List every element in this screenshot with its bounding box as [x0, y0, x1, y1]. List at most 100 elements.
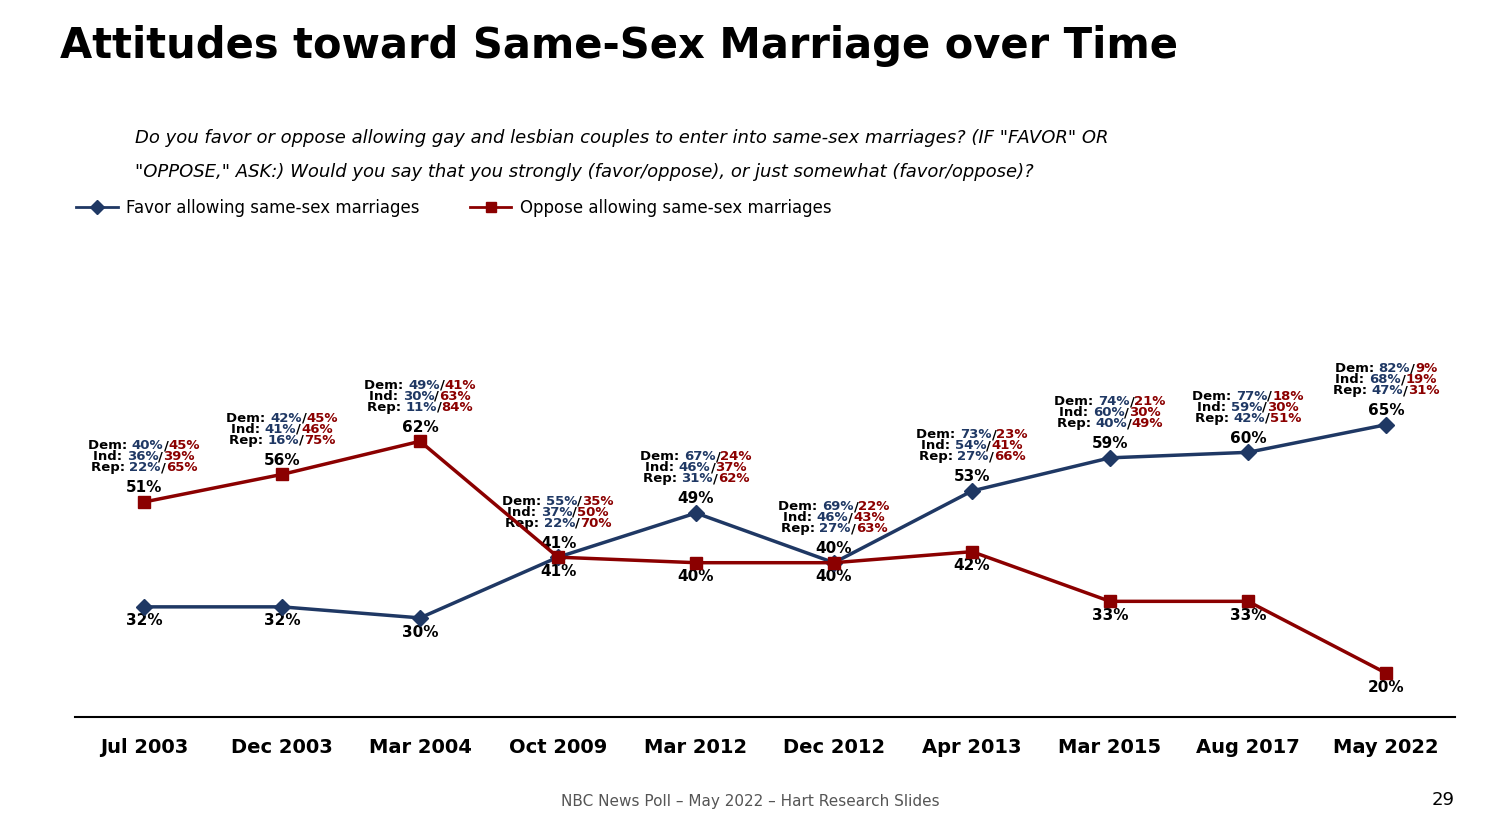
Text: /: /: [298, 434, 304, 447]
Text: 40%: 40%: [132, 440, 164, 452]
Text: Rep:: Rep:: [918, 450, 957, 464]
Text: Dem:: Dem:: [503, 495, 546, 508]
Text: 49%: 49%: [408, 379, 440, 392]
Text: Dem:: Dem:: [1054, 395, 1098, 408]
Text: 40%: 40%: [678, 570, 714, 585]
Text: /: /: [1268, 389, 1272, 403]
Text: 41%: 41%: [444, 379, 476, 392]
Text: Rep:: Rep:: [366, 400, 405, 414]
Text: Dem:: Dem:: [226, 412, 270, 425]
Text: 30%: 30%: [1268, 400, 1299, 414]
Text: 43%: 43%: [853, 511, 885, 524]
Text: 65%: 65%: [165, 461, 198, 475]
Text: 18%: 18%: [1272, 389, 1304, 403]
Text: 35%: 35%: [582, 495, 614, 508]
Text: 31%: 31%: [681, 472, 712, 485]
Text: /: /: [1126, 417, 1132, 430]
Text: /: /: [435, 389, 439, 403]
Text: 54%: 54%: [956, 440, 987, 452]
Text: /: /: [302, 412, 306, 425]
Text: Ind:: Ind:: [1335, 373, 1370, 386]
Text: 40%: 40%: [816, 570, 852, 585]
Text: Dem:: Dem:: [1192, 389, 1236, 403]
Text: 42%: 42%: [1233, 412, 1264, 425]
Text: Rep:: Rep:: [642, 472, 681, 485]
Text: 56%: 56%: [264, 453, 300, 468]
Text: Dem:: Dem:: [364, 379, 408, 392]
Text: Ind:: Ind:: [1059, 406, 1094, 420]
Text: 46%: 46%: [818, 511, 849, 524]
Text: 49%: 49%: [678, 491, 714, 506]
Text: 27%: 27%: [819, 522, 850, 535]
Text: /: /: [440, 379, 444, 392]
Text: /: /: [1125, 406, 1130, 420]
Text: 37%: 37%: [542, 505, 573, 519]
Text: /: /: [1263, 400, 1268, 414]
Text: 41%: 41%: [992, 440, 1023, 452]
Text: 41%: 41%: [540, 535, 576, 550]
Text: 30%: 30%: [1130, 406, 1161, 420]
Text: 73%: 73%: [960, 429, 992, 441]
Text: 55%: 55%: [546, 495, 578, 508]
Text: 31%: 31%: [1408, 384, 1440, 397]
Text: 22%: 22%: [129, 461, 160, 475]
Text: /: /: [1264, 412, 1270, 425]
Text: 32%: 32%: [126, 614, 162, 629]
Text: Do you favor or oppose allowing gay and lesbian couples to enter into same-sex m: Do you favor or oppose allowing gay and …: [135, 129, 1108, 148]
Text: 68%: 68%: [1370, 373, 1401, 386]
Text: /: /: [1402, 384, 1408, 397]
Text: 36%: 36%: [128, 450, 159, 464]
Text: /: /: [850, 522, 855, 535]
Text: 32%: 32%: [264, 614, 300, 629]
Text: 9%: 9%: [1414, 362, 1437, 375]
Text: /: /: [988, 450, 993, 464]
Text: 47%: 47%: [1371, 384, 1402, 397]
Text: 53%: 53%: [954, 470, 990, 485]
Text: 22%: 22%: [858, 500, 889, 513]
Text: 60%: 60%: [1230, 430, 1266, 445]
Text: Ind:: Ind:: [783, 511, 818, 524]
Text: /: /: [297, 423, 302, 435]
Text: Dem:: Dem:: [916, 429, 960, 441]
Text: 59%: 59%: [1092, 436, 1128, 451]
Text: Rep:: Rep:: [1196, 412, 1233, 425]
Text: 62%: 62%: [402, 420, 438, 435]
Text: Rep:: Rep:: [228, 434, 267, 447]
Text: 42%: 42%: [270, 412, 302, 425]
Text: 20%: 20%: [1368, 680, 1404, 695]
Text: /: /: [159, 450, 164, 464]
Text: 63%: 63%: [440, 389, 471, 403]
Text: 77%: 77%: [1236, 389, 1268, 403]
Text: /: /: [160, 461, 165, 475]
Text: 45%: 45%: [306, 412, 338, 425]
Legend: Favor allowing same-sex marriages, Oppose allowing same-sex marriages: Favor allowing same-sex marriages, Oppos…: [69, 193, 838, 224]
Text: Dem:: Dem:: [640, 450, 684, 464]
Text: 51%: 51%: [126, 480, 162, 495]
Text: 24%: 24%: [720, 450, 752, 464]
Text: 66%: 66%: [993, 450, 1026, 464]
Text: 22%: 22%: [543, 516, 574, 530]
Text: NBC News Poll – May 2022 – Hart Research Slides: NBC News Poll – May 2022 – Hart Research…: [561, 794, 939, 809]
Text: Ind:: Ind:: [1197, 400, 1231, 414]
Text: /: /: [711, 461, 716, 475]
Text: 63%: 63%: [855, 522, 888, 535]
Text: 82%: 82%: [1378, 362, 1410, 375]
Text: /: /: [849, 511, 853, 524]
Text: Ind:: Ind:: [369, 389, 404, 403]
Text: 59%: 59%: [1232, 400, 1263, 414]
Text: 67%: 67%: [684, 450, 716, 464]
Text: 11%: 11%: [405, 400, 436, 414]
Text: 21%: 21%: [1134, 395, 1166, 408]
Text: /: /: [712, 472, 718, 485]
Text: /: /: [164, 440, 168, 452]
Text: 50%: 50%: [578, 505, 609, 519]
Text: 74%: 74%: [1098, 395, 1130, 408]
Text: 40%: 40%: [816, 541, 852, 556]
Text: 40%: 40%: [1095, 417, 1126, 430]
Text: Rep:: Rep:: [1332, 384, 1371, 397]
Text: 49%: 49%: [1132, 417, 1164, 430]
Text: 84%: 84%: [441, 400, 474, 414]
Text: Ind:: Ind:: [507, 505, 542, 519]
Text: Ind:: Ind:: [93, 450, 128, 464]
Text: 30%: 30%: [402, 625, 438, 640]
